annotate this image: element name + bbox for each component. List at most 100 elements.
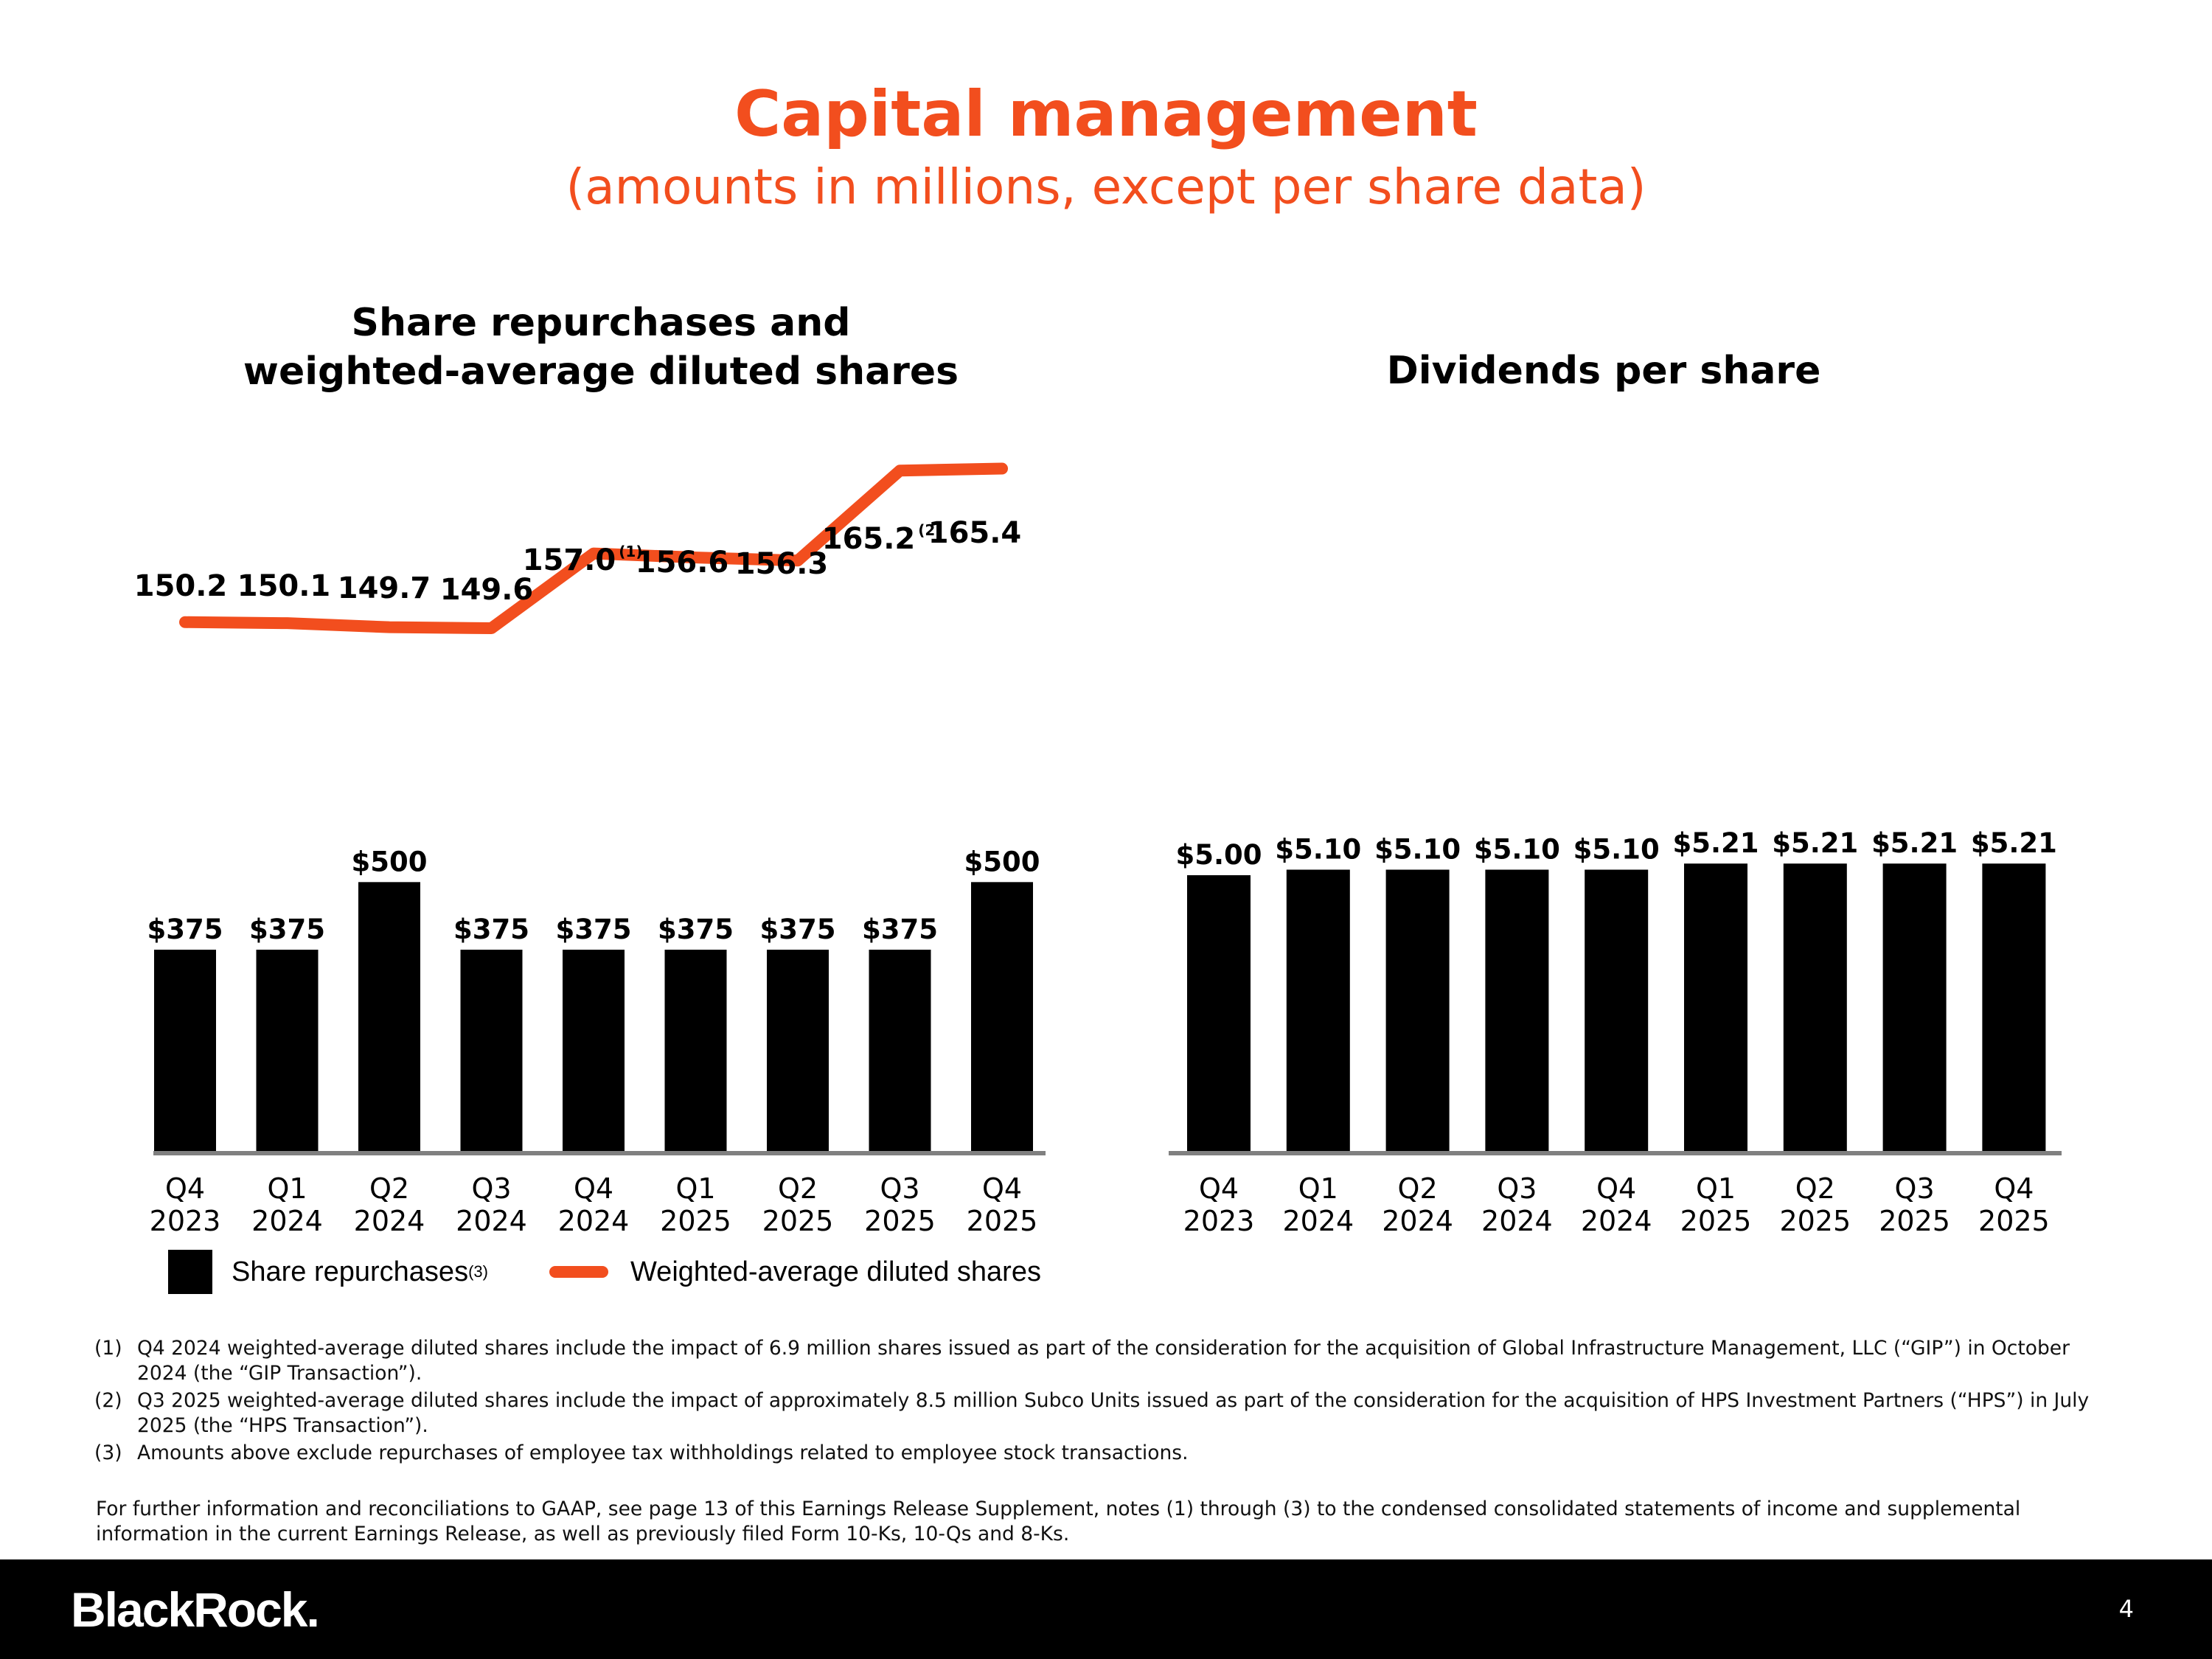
legend-footnote-ref: (3) [468, 1262, 488, 1281]
further-information-note: For further information and reconciliati… [96, 1498, 2021, 1545]
weighted-shares-line [179, 462, 1008, 634]
x-tick-quarter: Q4 [982, 1172, 1022, 1205]
footnotes: (1) Q4 2024 weighted-average diluted sha… [94, 1336, 2100, 1468]
dividend-bar [1982, 863, 2046, 1152]
x-tick-quarter: Q4 [1199, 1172, 1239, 1205]
x-tick-quarter: Q2 [778, 1172, 818, 1205]
share-repurchase-bar [767, 950, 829, 1152]
x-tick-year: 2025 [967, 1205, 1038, 1237]
footnote: (2) Q3 2025 weighted-average diluted sha… [94, 1389, 2090, 1437]
dividend-label: $5.10 [1474, 833, 1560, 865]
footnote: (3) Amounts above exclude repurchases of… [94, 1441, 1189, 1464]
blackrock-logo: BlackRock. [71, 1582, 320, 1637]
x-tick-quarter: Q1 [675, 1172, 715, 1205]
dividend-bar [1485, 869, 1549, 1152]
x-tick-year: 2024 [251, 1205, 323, 1237]
weighted-shares-label: 156.6 [636, 546, 729, 580]
dividend-bar [1684, 863, 1747, 1152]
dividend-bar [1385, 869, 1450, 1152]
x-tick-quarter: Q1 [1298, 1172, 1338, 1205]
share-repurchase-label: $375 [147, 914, 223, 945]
share-repurchase-label: $375 [249, 914, 325, 945]
weighted-shares-label: 165.4 [928, 516, 1022, 550]
x-tick-year: 2025 [1779, 1205, 1851, 1237]
legend-swatch-bar [168, 1250, 212, 1294]
x-tick-year: 2025 [762, 1205, 834, 1237]
share-repurchase-label: $375 [658, 914, 734, 945]
x-tick-year: 2024 [558, 1205, 630, 1237]
dividend-label: $5.21 [1672, 827, 1759, 859]
legend-swatch-line [549, 1266, 608, 1278]
dividend-label: $5.21 [1971, 827, 2057, 859]
share-repurchase-label: $375 [760, 914, 836, 945]
x-tick-quarter: Q3 [1497, 1172, 1537, 1205]
share-repurchase-bar [563, 950, 625, 1152]
x-tick-quarter: Q2 [1795, 1172, 1835, 1205]
weighted-shares-label: 156.3 [735, 547, 829, 581]
share-repurchase-bar [971, 882, 1033, 1152]
dividend-label: $5.00 [1175, 839, 1262, 871]
dividend-bar [1882, 863, 1947, 1152]
x-tick-quarter: Q4 [165, 1172, 205, 1205]
dividend-bar [1187, 875, 1251, 1152]
share-repurchase-bar [358, 882, 420, 1152]
weighted-shares-footnote-ref: (1) [619, 543, 642, 560]
weighted-shares-label: 150.1 [237, 569, 331, 603]
chart-title-line-1: Share repurchases and [351, 301, 851, 345]
dividend-label: $5.21 [1871, 827, 1958, 859]
weighted-shares-label: 157.0 [523, 543, 616, 577]
x-tick-year: 2025 [1879, 1205, 1950, 1237]
x-tick-year: 2024 [1382, 1205, 1453, 1237]
dividend-bar [1783, 863, 1847, 1152]
x-tick-year: 2024 [1481, 1205, 1553, 1237]
share-repurchase-bar [154, 950, 216, 1152]
page-subtitle: (amounts in millions, except per share d… [566, 159, 1646, 215]
weighted-shares-label: 165.2 [822, 522, 916, 556]
dividend-label: $5.10 [1275, 833, 1361, 865]
x-tick-year: 2024 [456, 1205, 527, 1237]
x-tick-year: 2025 [1680, 1205, 1752, 1237]
dividend-label: $5.10 [1573, 833, 1660, 865]
x-tick-year: 2024 [354, 1205, 425, 1237]
x-tick-year: 2025 [864, 1205, 936, 1237]
weighted-shares-footnote-ref: (2) [918, 521, 942, 539]
x-tick-quarter: Q4 [1596, 1172, 1636, 1205]
x-tick-quarter: Q1 [267, 1172, 307, 1205]
share-repurchase-label: $375 [453, 914, 529, 945]
legend-label-share-repurchases: Share repurchases [232, 1256, 469, 1287]
x-tick-quarter: Q3 [880, 1172, 919, 1205]
x-tick-quarter: Q3 [1895, 1172, 1935, 1205]
weighted-shares-label: 150.2 [134, 569, 228, 603]
x-tick-year: 2025 [660, 1205, 731, 1237]
legend-weighted-shares: Weighted-average diluted shares [549, 1250, 1041, 1294]
dividend-label: $5.21 [1772, 827, 1858, 859]
share-repurchase-bar [869, 950, 931, 1152]
x-tick-year: 2024 [1581, 1205, 1652, 1237]
share-repurchase-bar [460, 950, 523, 1152]
weighted-shares-label: 149.6 [440, 573, 534, 607]
x-tick-year: 2023 [1183, 1205, 1255, 1237]
legend-share-repurchases: Share repurchases (3) [168, 1250, 488, 1294]
footnote: (1) Q4 2024 weighted-average diluted sha… [94, 1337, 2070, 1385]
dividend-label: $5.10 [1374, 833, 1461, 865]
x-tick-quarter: Q2 [1398, 1172, 1438, 1205]
legend-label-weighted-shares: Weighted-average diluted shares [630, 1256, 1041, 1287]
share-repurchase-bar [664, 950, 727, 1152]
x-tick-year: 2025 [1978, 1205, 2050, 1237]
share-repurchase-label: $375 [862, 914, 938, 945]
weighted-shares-label: 149.7 [338, 571, 431, 605]
share-repurchase-label: $500 [352, 846, 428, 877]
share-repurchase-bar [256, 950, 319, 1152]
page-number: 4 [2118, 1595, 2134, 1623]
dividends-chart-title: Dividends per share [1386, 349, 1821, 393]
x-tick-quarter: Q2 [369, 1172, 409, 1205]
x-tick-quarter: Q4 [1994, 1172, 2034, 1205]
share-repurchase-label: $500 [964, 846, 1040, 877]
chart-title-line-2: weighted-average diluted shares [243, 349, 959, 394]
x-tick-year: 2023 [150, 1205, 221, 1237]
x-tick-year: 2024 [1282, 1205, 1354, 1237]
footer-bar: BlackRock. 4 [0, 1559, 2212, 1659]
share-repurchases-chart-title: Share repurchases and weighted-average d… [155, 299, 1047, 396]
x-tick-quarter: Q1 [1696, 1172, 1736, 1205]
